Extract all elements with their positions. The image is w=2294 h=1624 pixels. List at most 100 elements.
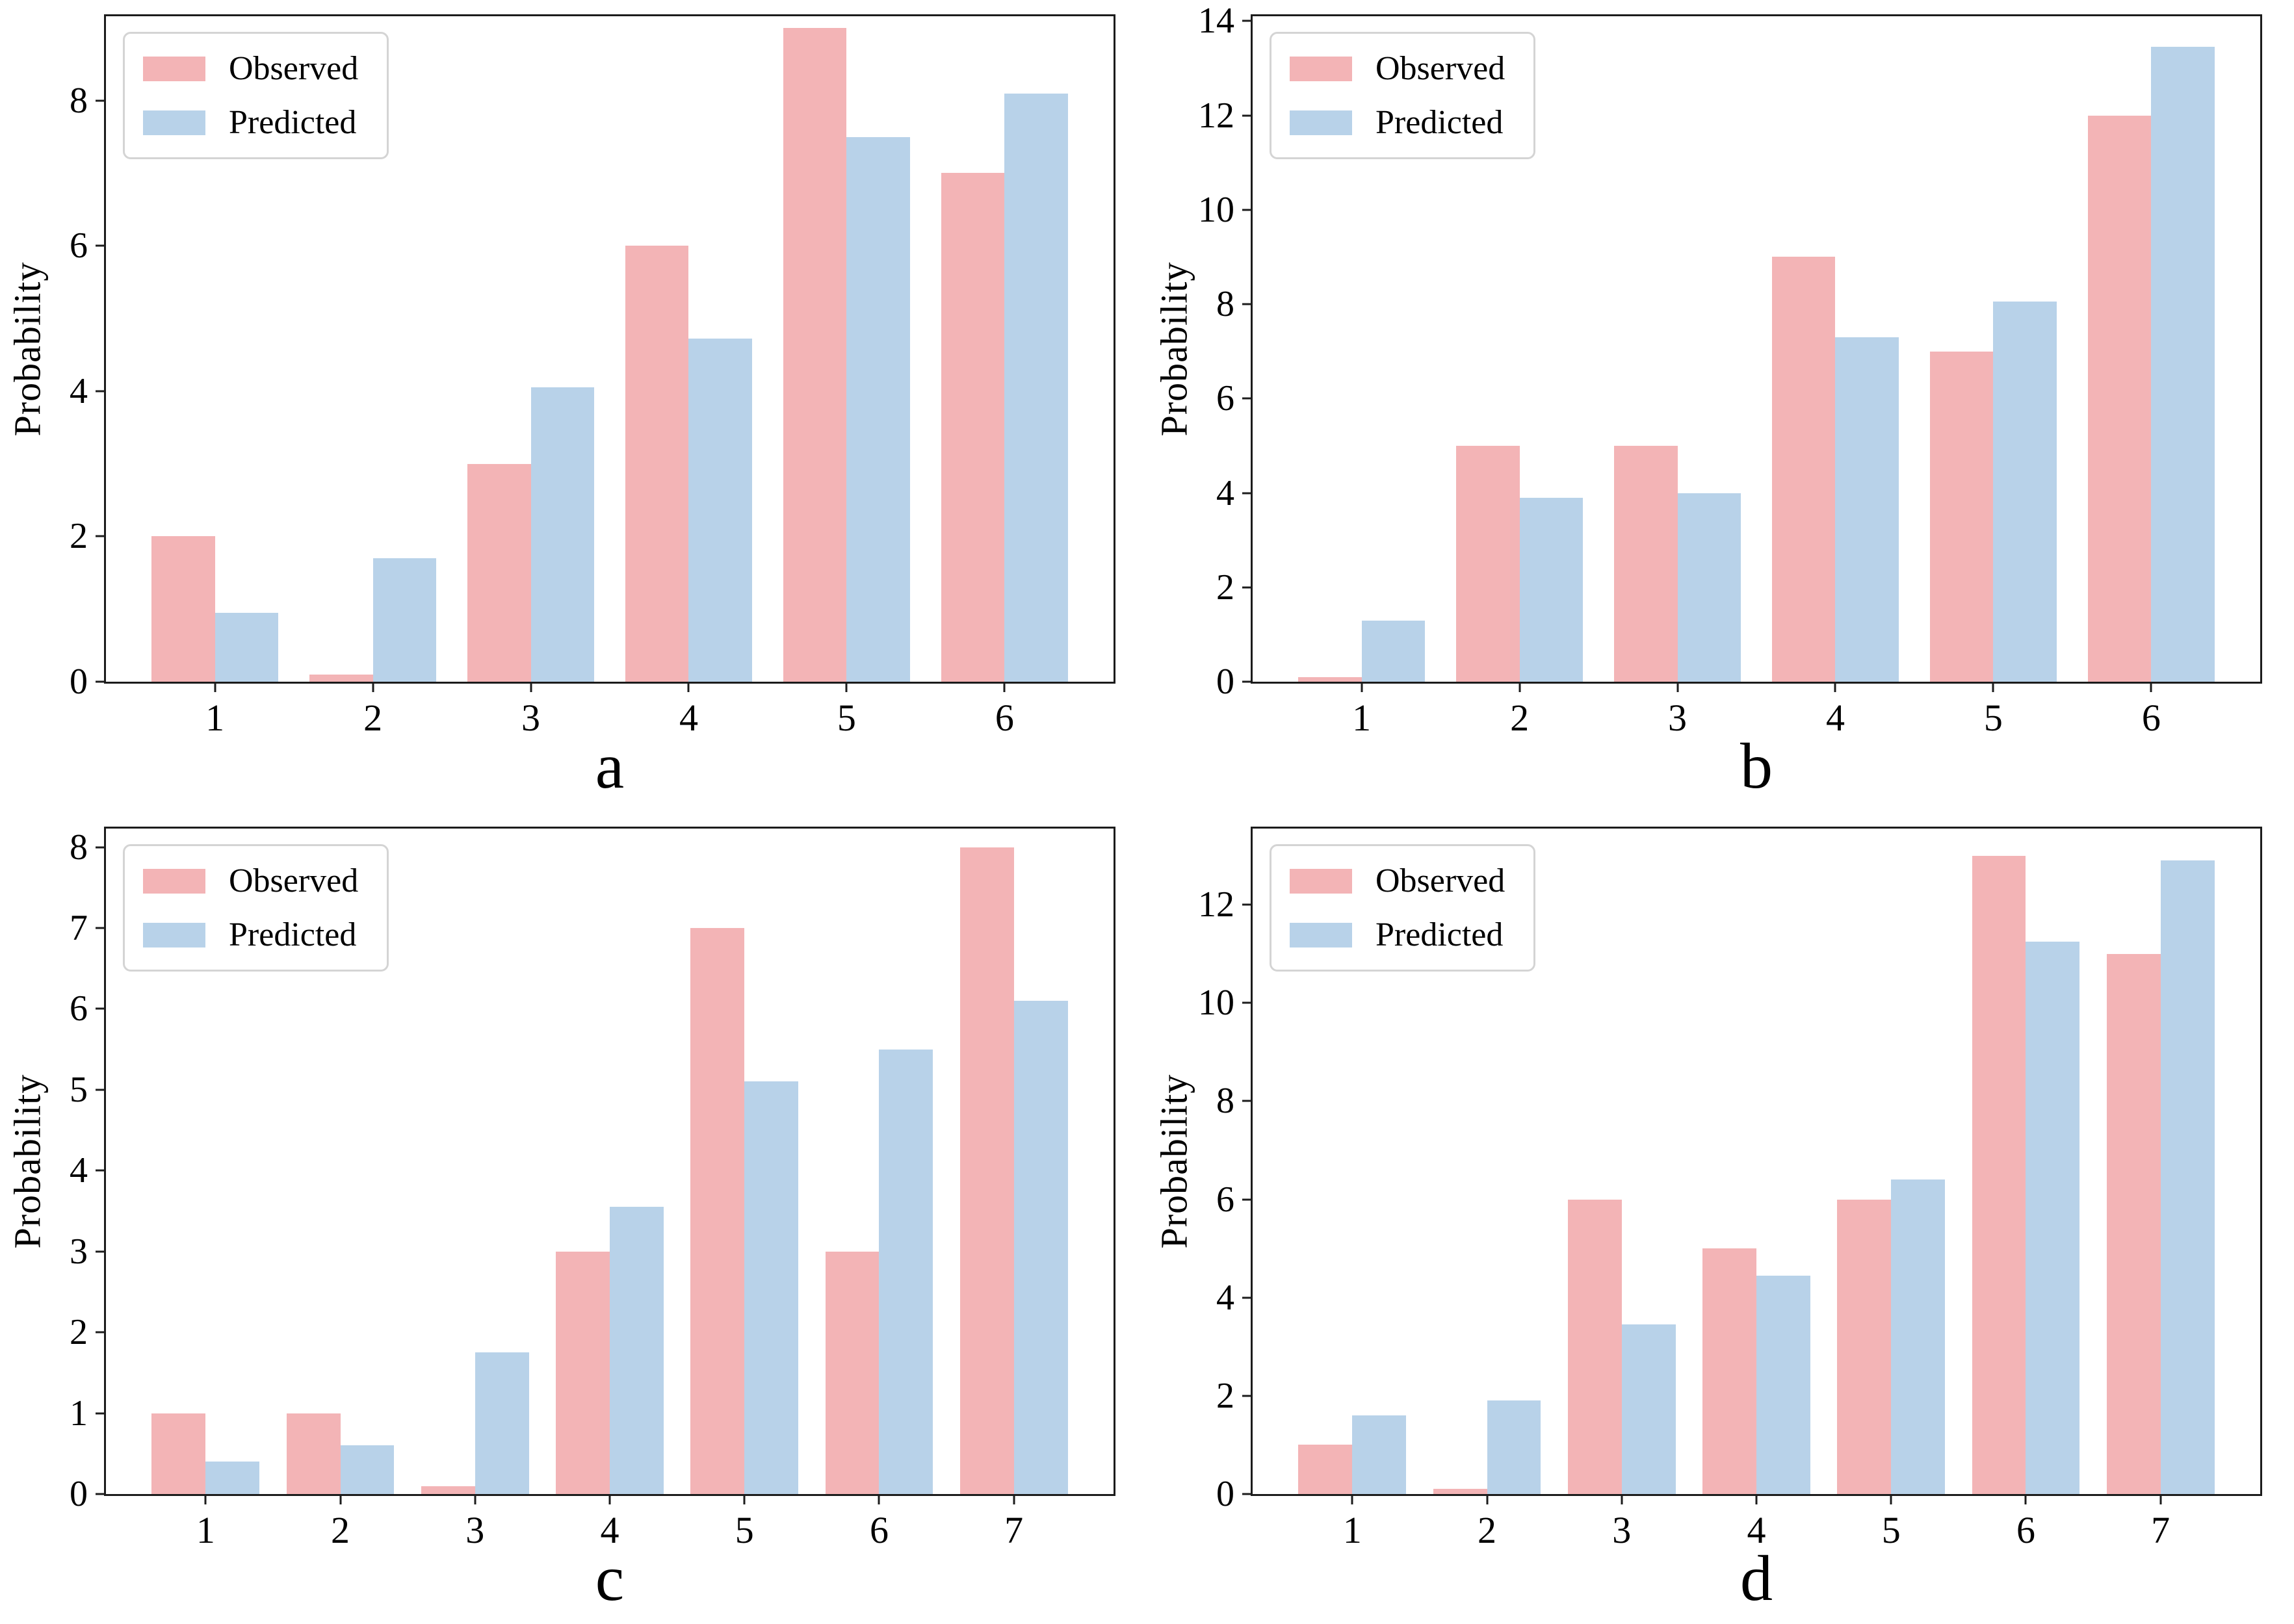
bar-predicted [1013,1001,1068,1494]
legend-predicted-swatch [143,110,205,135]
legend-observed-swatch [143,868,205,894]
y-tick-label: 2 [1216,567,1234,608]
y-tick-label: 0 [1216,1474,1234,1514]
bar-predicted [2160,860,2215,1494]
y-tick-mark [96,680,105,683]
legend-item-observed: Observed [143,49,358,88]
bar-predicted [1621,1324,1676,1494]
legend-observed-swatch [1290,56,1352,81]
bar-predicted [2026,941,2080,1494]
legend-item-observed: Observed [143,862,358,900]
bar-predicted [530,387,594,682]
y-tick-label: 12 [1198,95,1234,136]
bar-observed [825,1251,880,1494]
bar-predicted [846,136,910,682]
y-tick-mark [96,1331,105,1334]
plot-area: 0 1 2 3 4 5 6 7 8 1 2 3 4 5 6 7 Observed Predicted [70,827,1115,1551]
y-tick-label: 2 [1216,1375,1234,1416]
y-tick-label: 0 [1216,662,1234,702]
legend-label: Predicted [1375,104,1504,141]
x-tick-mark [1518,683,1521,692]
plot-area: 0 2 4 6 8 1 2 3 4 5 6 Observed Predicted [70,14,1115,739]
y-tick-mark [1242,397,1251,400]
y-tick-label: 2 [70,1312,88,1353]
x-tick-label: 6 [2141,697,2161,739]
x-tick-mark [687,683,690,692]
y-tick-mark [96,390,105,393]
y-axis-label: Probability [1153,261,1195,437]
y-tick-label: 4 [70,1150,88,1191]
y-tick-mark [1242,1198,1251,1201]
x-tick-mark [1486,1495,1489,1504]
x-tick-label: 5 [1983,697,2003,739]
x-tick-mark [878,1495,880,1504]
bar-predicted [340,1445,395,1494]
x-tick-mark [2024,1495,2027,1504]
y-tick-mark [1242,114,1251,116]
y-tick-mark [96,1089,105,1091]
bar-predicted [2151,47,2215,682]
panel-a: Probability 0 2 4 6 8 1 2 3 4 5 6 Observed Predicted… [0,0,1147,812]
panel-caption: a [595,730,625,802]
x-tick-label: 2 [1478,1509,1497,1551]
x-tick-mark [1361,683,1363,692]
legend-item-predicted: Predicted [1290,916,1505,954]
y-tick-label: 8 [70,80,88,121]
legend: Observed Predicted [1270,844,1536,972]
y-tick-label: 6 [70,226,88,266]
bar-observed [467,463,531,682]
bar-predicted [1756,1275,1810,1494]
bar-predicted [205,1462,260,1494]
bar-predicted [372,558,436,682]
y-tick-mark [96,1007,105,1010]
bar-predicted [1361,620,1425,682]
bar-predicted [1004,93,1068,682]
y-tick-label: 4 [70,370,88,411]
x-tick-label: 2 [363,697,383,739]
y-tick-mark [1242,1001,1251,1004]
y-axis-label: Probability [1153,1074,1195,1249]
bar-predicted [879,1049,933,1494]
y-tick-mark [96,535,105,537]
legend-label: Predicted [1375,916,1504,953]
bar-predicted [475,1352,529,1494]
y-tick-mark [96,1412,105,1415]
bar-observed [421,1486,475,1494]
y-tick-label: 6 [1216,378,1234,419]
legend-observed-swatch [143,56,205,81]
legend-label: Observed [1375,50,1505,87]
bar-observed [1772,257,1836,682]
bar-observed [1837,1199,1892,1494]
y-tick-mark [1242,680,1251,683]
legend-label: Observed [229,50,359,87]
y-tick-label: 10 [1198,189,1234,230]
x-tick-mark [1890,1495,1892,1504]
y-tick-label: 4 [1216,1277,1234,1318]
x-tick-mark [214,683,216,692]
legend-observed-swatch [1290,868,1352,894]
y-tick-mark [96,846,105,849]
y-tick-label: 8 [70,827,88,868]
x-tick-label: 5 [1881,1509,1901,1551]
bar-predicted [1677,493,1741,682]
bar-observed [1456,445,1520,682]
panel-caption: b [1740,730,1773,802]
legend-predicted-swatch [143,922,205,947]
x-tick-mark [1351,1495,1353,1504]
x-tick-label: 1 [1342,1509,1362,1551]
bar-predicted [688,339,752,682]
bar-observed [1702,1248,1756,1494]
y-tick-mark [1242,492,1251,494]
x-tick-label: 2 [331,1509,350,1551]
x-tick-mark [1676,683,1679,692]
y-tick-label: 14 [1198,1,1234,42]
x-tick-label: 3 [465,1509,485,1551]
legend-item-predicted: Predicted [143,916,358,954]
x-tick-mark [1992,683,1994,692]
bar-observed [1567,1199,1622,1494]
bar-observed [1298,677,1362,682]
y-tick-label: 4 [1216,472,1234,513]
y-tick-label: 7 [70,908,88,949]
y-tick-mark [96,1169,105,1172]
bar-observed [1433,1489,1487,1494]
